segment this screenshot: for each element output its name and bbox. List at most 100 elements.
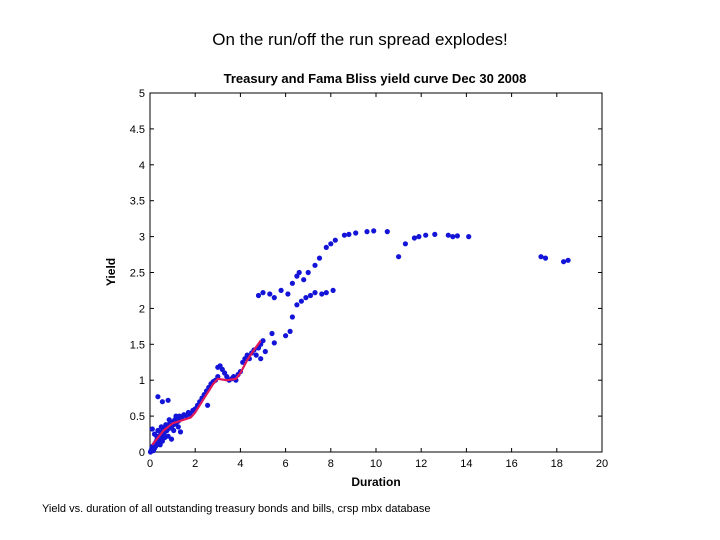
data-point <box>155 427 161 434</box>
x-tick-label: 12 <box>415 458 427 470</box>
data-point <box>396 254 402 260</box>
data-point <box>341 232 347 238</box>
data-point <box>287 328 293 334</box>
y-tick-label: 1.5 <box>130 339 145 351</box>
data-point <box>294 302 300 308</box>
data-point <box>173 413 179 419</box>
data-point <box>561 259 567 265</box>
y-tick-label: 2 <box>139 303 145 315</box>
y-tick-label: 0 <box>139 447 145 459</box>
y-tick-label: 4 <box>139 160 145 172</box>
data-point <box>166 417 172 423</box>
plot-area <box>149 92 603 453</box>
x-tick-label: 0 <box>147 458 153 470</box>
chart-title: Treasury and Fama Bliss yield curve Dec … <box>224 71 527 86</box>
data-point <box>165 433 171 439</box>
data-point <box>296 269 302 276</box>
data-point <box>416 234 422 240</box>
data-point <box>149 426 155 432</box>
data-point <box>542 255 549 261</box>
data-point <box>312 262 318 268</box>
fitted-curve <box>151 340 262 446</box>
data-point <box>538 254 544 260</box>
data-point <box>411 235 417 241</box>
y-tick-label: 0.5 <box>130 411 145 423</box>
data-point <box>262 348 268 355</box>
x-axis: 0 2 4 6 8 10 12 14 16 18 20 <box>147 93 608 470</box>
y-tick-label: 1 <box>139 375 145 387</box>
data-point <box>255 292 262 299</box>
data-point <box>305 269 311 276</box>
data-point <box>328 241 334 247</box>
slide-title: On the run/off the run spread explodes! <box>212 30 508 49</box>
data-point <box>301 277 307 283</box>
figure-caption: Yield vs. duration of all outstanding tr… <box>42 503 431 515</box>
data-point <box>330 287 336 293</box>
data-point <box>205 402 211 408</box>
x-tick-label: 6 <box>283 458 289 470</box>
data-point <box>316 255 323 261</box>
data-point <box>269 330 275 337</box>
data-point <box>171 427 177 434</box>
x-tick-label: 16 <box>505 458 517 470</box>
data-point <box>466 234 472 240</box>
data-point <box>307 292 314 299</box>
data-point <box>402 241 408 247</box>
x-tick-label: 20 <box>596 458 608 470</box>
data-point <box>163 422 169 428</box>
data-point <box>319 291 325 297</box>
y-tick-label: 4.5 <box>130 124 145 136</box>
data-point <box>260 338 266 344</box>
y-axis: 0 0.5 1 1.5 2 2.5 3 3.5 4 4.5 5 <box>130 88 602 459</box>
data-point <box>423 232 429 238</box>
data-point <box>323 244 329 250</box>
data-point <box>271 340 277 346</box>
y-tick-label: 3 <box>139 232 145 244</box>
data-point <box>364 229 370 235</box>
data-point <box>312 290 318 296</box>
data-point <box>260 290 266 296</box>
y-tick-label: 3.5 <box>130 196 145 208</box>
data-point <box>454 233 460 239</box>
data-point <box>283 333 289 339</box>
data-point <box>289 314 295 320</box>
data-point <box>253 352 259 358</box>
x-tick-label: 18 <box>551 458 563 470</box>
data-point <box>278 287 284 293</box>
data-point <box>168 436 175 442</box>
data-point <box>565 257 571 263</box>
y-axis-label: Yield <box>104 258 118 286</box>
x-tick-label: 4 <box>237 458 243 470</box>
data-point <box>271 295 277 301</box>
data-point <box>158 424 164 430</box>
data-point <box>177 429 184 435</box>
x-tick-label: 8 <box>328 458 334 470</box>
data-point <box>303 295 309 301</box>
fama-bliss-curve <box>151 340 262 446</box>
x-tick-label: 10 <box>370 458 382 470</box>
data-point <box>371 228 377 234</box>
yield-curve-chart: Treasury and Fama Bliss yield curve Dec … <box>104 71 608 489</box>
data-point <box>298 298 304 304</box>
x-tick-label: 14 <box>460 458 472 470</box>
y-tick-label: 5 <box>139 88 145 100</box>
data-point <box>384 229 390 235</box>
y-tick-label: 2.5 <box>130 268 145 280</box>
data-point <box>175 424 181 430</box>
data-point <box>346 231 352 237</box>
data-point <box>323 290 329 296</box>
data-point <box>159 399 165 405</box>
data-point <box>285 291 291 297</box>
data-point <box>267 291 273 297</box>
data-point <box>353 230 359 236</box>
x-axis-label: Duration <box>351 475 400 489</box>
data-point <box>445 232 451 238</box>
data-point <box>289 280 295 286</box>
data-point <box>155 394 161 400</box>
data-point <box>332 237 338 243</box>
data-point <box>165 397 171 403</box>
data-point <box>450 234 456 240</box>
data-point <box>432 231 438 237</box>
data-point <box>258 356 264 362</box>
x-tick-label: 2 <box>192 458 198 470</box>
